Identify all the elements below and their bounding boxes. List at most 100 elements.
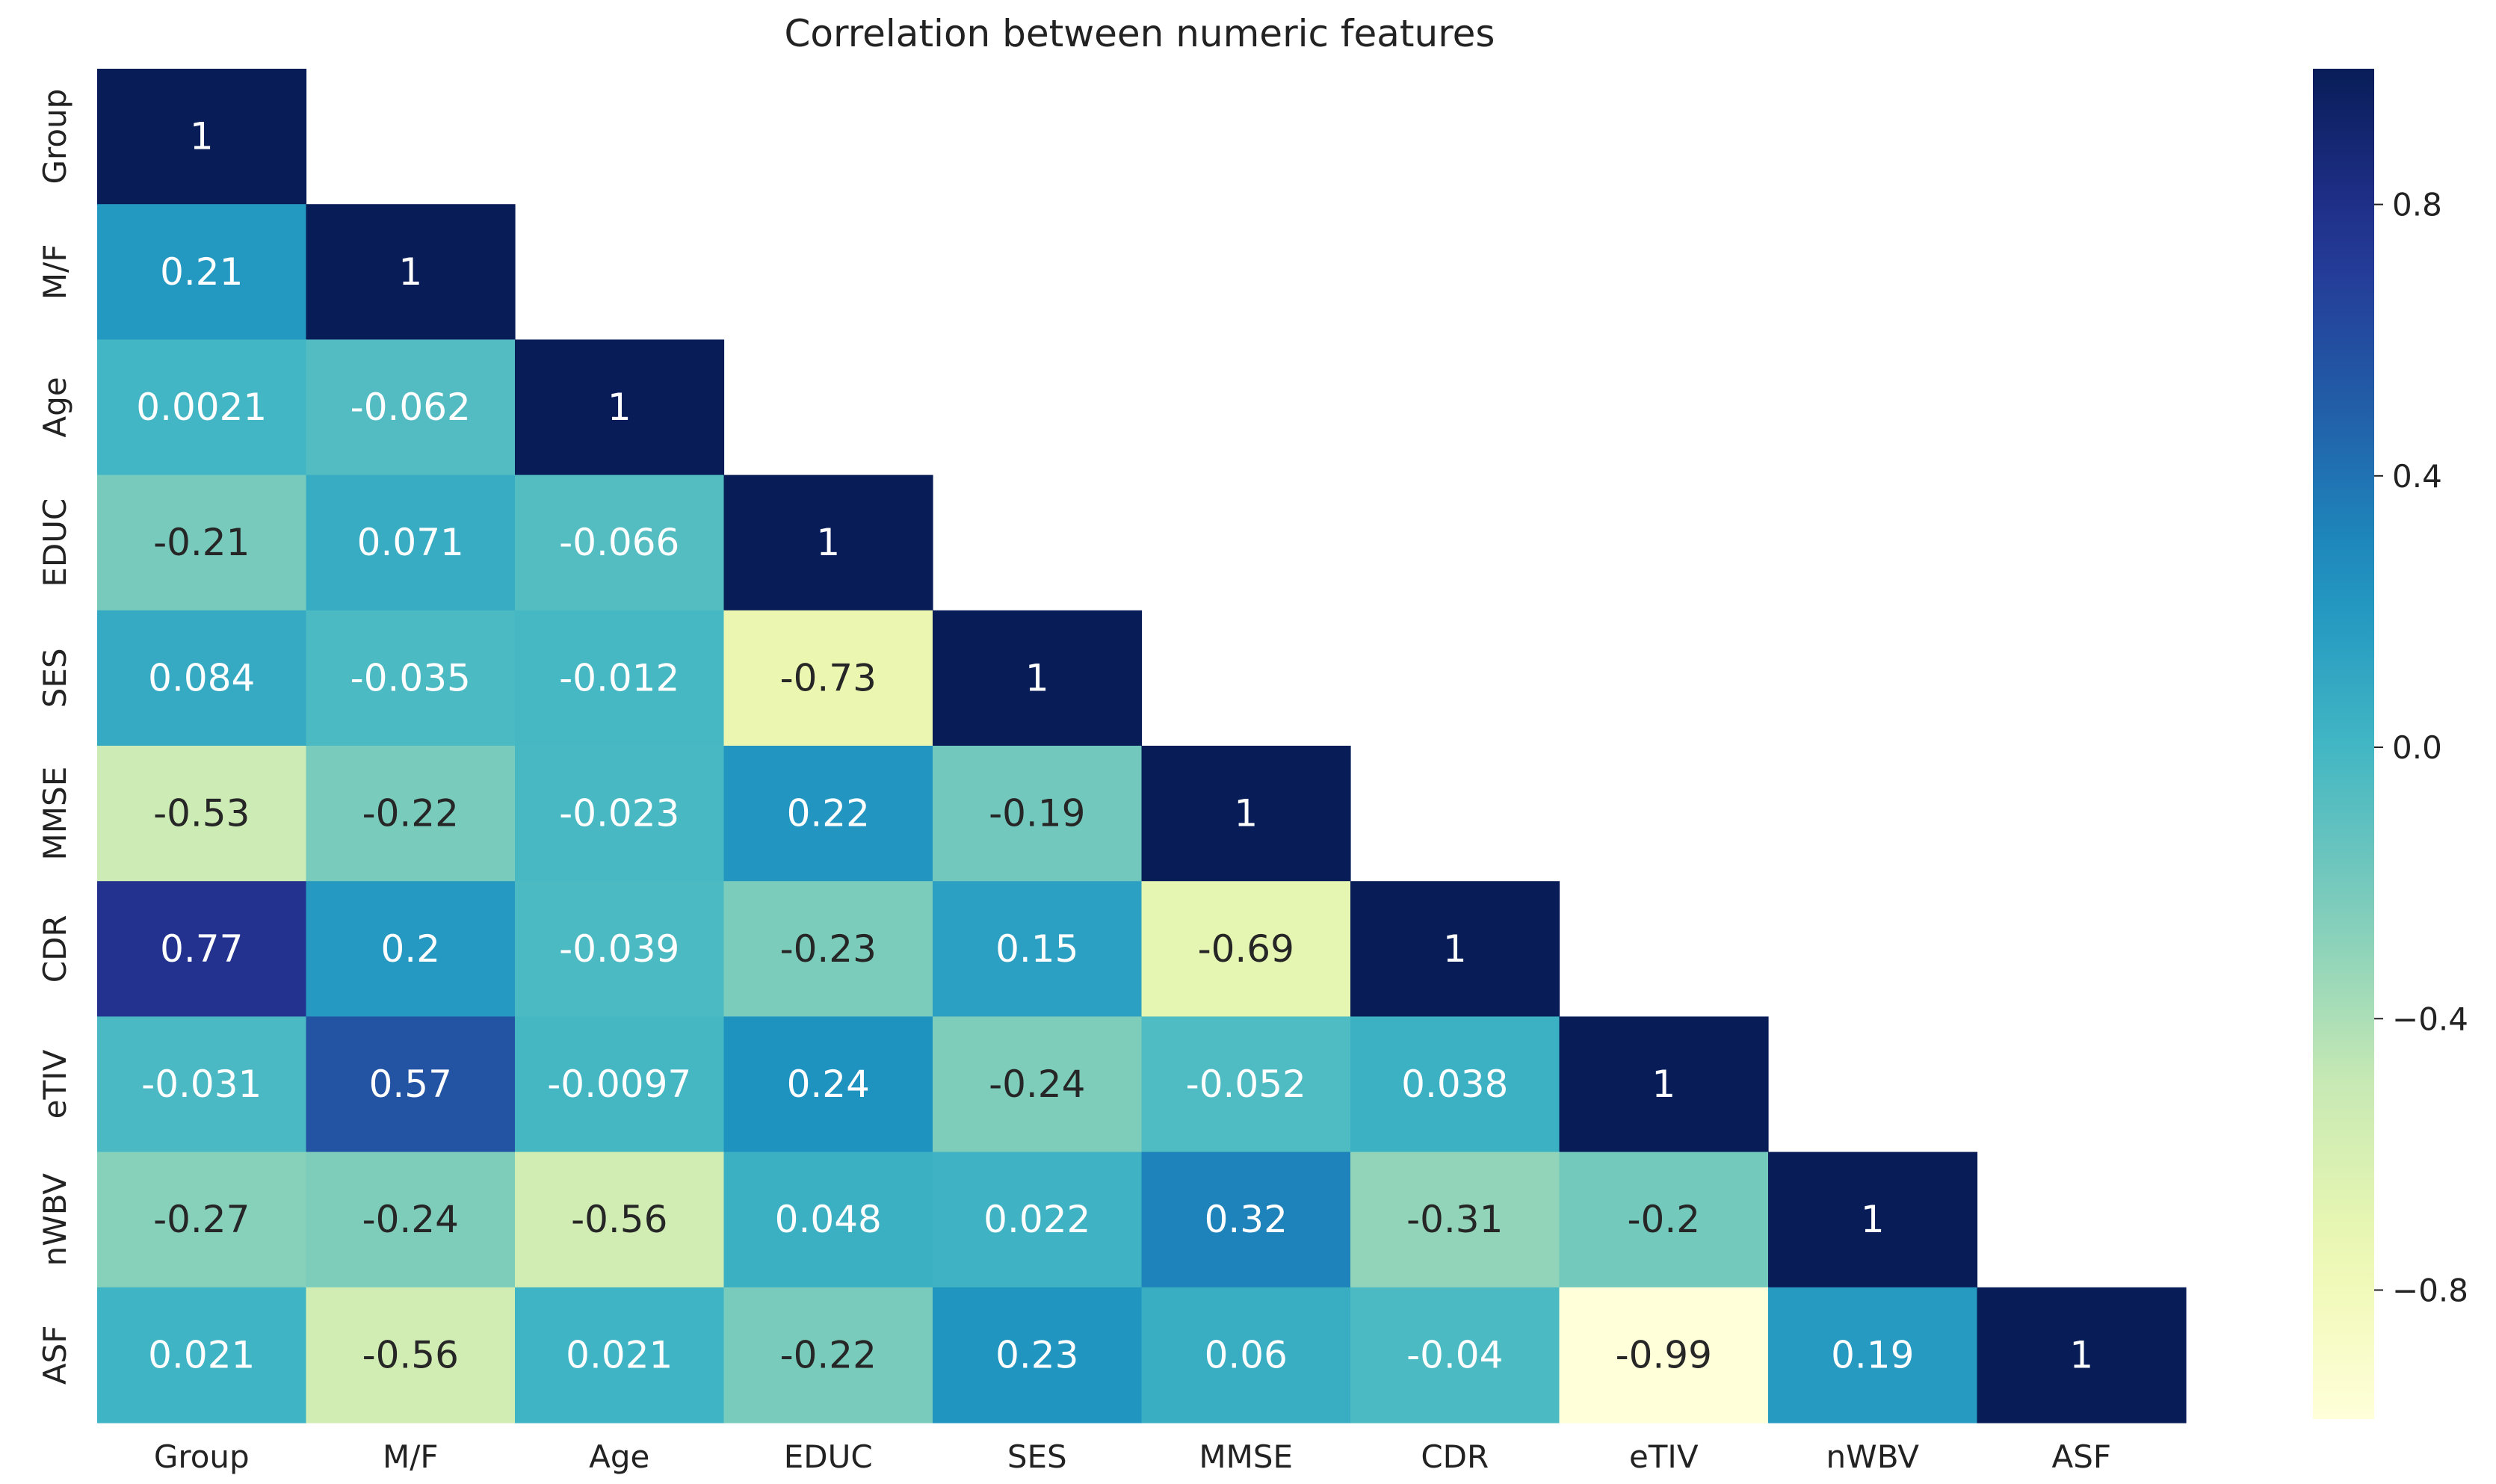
cell-value-label: -0.99 [1616, 1333, 1712, 1376]
x-tick-label: EDUC [784, 1438, 873, 1475]
heatmap-cell-ses-group [97, 610, 307, 746]
cell-value-label: 0.022 [983, 1198, 1090, 1241]
heatmap-cell-nwbv-mmse [1141, 1151, 1351, 1288]
cell-value-label: -0.21 [153, 521, 250, 564]
cell-value-label: 0.021 [566, 1333, 673, 1376]
heatmap-cell-age-age [515, 339, 725, 476]
heatmap-cell-ses-educ [723, 610, 933, 746]
x-tick-label: Group [154, 1438, 250, 1475]
heatmap-cell-mmse-group [97, 746, 307, 882]
heatmap-cell-educ-group [97, 474, 307, 611]
heatmap-cell-group-group [97, 69, 307, 205]
heatmap-cell-nwbv-mf [306, 1151, 516, 1288]
heatmap-cell-cdr-mf [306, 881, 516, 1017]
heatmap-cell-etiv-group [97, 1016, 307, 1153]
heatmap-cell-ses-mf [306, 610, 516, 746]
heatmap-cell-cdr-age [515, 881, 725, 1017]
colorbar [2313, 69, 2374, 1419]
x-tick-label: nWBV [1826, 1438, 1920, 1475]
heatmap-cell-asf-mf [306, 1287, 516, 1423]
cell-value-label: -0.27 [153, 1198, 250, 1241]
colorbar-tick-label: 0.4 [2392, 458, 2442, 495]
heatmap-cell-etiv-age [515, 1016, 725, 1153]
cell-value-label: 1 [1652, 1063, 1675, 1106]
cell-value-label: 1 [608, 386, 631, 429]
y-tick-label: eTIV [37, 1049, 73, 1119]
cell-value-label: 0.77 [160, 927, 243, 971]
heatmap-cell-etiv-etiv [1559, 1016, 1769, 1153]
colorbar-tick-label: −0.8 [2392, 1272, 2468, 1308]
colorbar-tick-label: 0.0 [2392, 729, 2442, 766]
heatmap-cell-cdr-mmse [1141, 881, 1351, 1017]
colorbar-ticks: 0.8 0.4 0.0 −0.4 −0.8 [2374, 187, 2468, 1308]
heatmap-cell-nwbv-ses [933, 1151, 1143, 1288]
cell-value-label: -0.23 [780, 927, 877, 971]
x-tick-label: CDR [1421, 1438, 1489, 1475]
heatmap-cell-asf-educ [723, 1287, 933, 1423]
cell-value-label: -0.24 [989, 1063, 1085, 1106]
cell-value-label: 1 [1861, 1198, 1885, 1241]
heatmap-cell-age-mf [306, 339, 516, 476]
cell-value-label: 0.2 [380, 927, 440, 971]
heatmap-cell-ses-age [515, 610, 725, 746]
x-tick-label: M/F [383, 1438, 439, 1475]
heatmap-cell-asf-ses [933, 1287, 1143, 1423]
heatmap-cell-asf-group [97, 1287, 307, 1423]
cell-value-label: -0.0097 [547, 1063, 691, 1106]
cell-value-label: 0.57 [369, 1063, 452, 1106]
y-tick-label: CDR [37, 915, 73, 983]
y-tick-label: nWBV [37, 1173, 73, 1267]
cell-value-label: 1 [1025, 656, 1049, 699]
heatmap-cell-nwbv-nwbv [1768, 1151, 1978, 1288]
heatmap-cell-etiv-mmse [1141, 1016, 1351, 1153]
cell-value-label: -0.22 [362, 792, 459, 835]
heatmap-cell-nwbv-age [515, 1151, 725, 1288]
heatmap-cell-ses-ses [933, 610, 1143, 746]
heatmap-cells: 10.21 10.0021 -0.062 1-0.21 0.071 -0.066 10.08… [97, 69, 2187, 1423]
heatmap-cell-mf-mf [306, 204, 516, 340]
cell-value-label: -0.73 [780, 656, 877, 699]
colorbar-tick-label: 0.8 [2392, 187, 2442, 223]
cell-value-label: -0.53 [153, 792, 250, 835]
cell-value-label: 0.038 [1401, 1063, 1508, 1106]
heatmap-cell-nwbv-group [97, 1151, 307, 1288]
y-tick-label: MMSE [37, 767, 73, 861]
heatmap-cell-cdr-group [97, 881, 307, 1017]
heatmap-cell-asf-cdr [1350, 1287, 1560, 1423]
cell-value-label: -0.066 [559, 521, 679, 564]
cell-value-label: 0.0021 [136, 386, 267, 429]
cell-value-label: 1 [1234, 792, 1258, 835]
x-axis-ticks: Group M/F Age EDUC SES MMSE CDR eTIV nWBV ASF [154, 1438, 2111, 1475]
cell-value-label: -0.69 [1198, 927, 1294, 971]
cell-value-label: -0.22 [780, 1333, 877, 1376]
cell-value-label: -0.039 [559, 927, 679, 971]
x-tick-label: eTIV [1629, 1438, 1699, 1475]
y-tick-label: Group [37, 89, 73, 185]
y-axis-ticks: Group M/F Age EDUC SES MMSE CDR eTIV nWBV ASF [37, 89, 73, 1385]
cell-value-label: -0.023 [559, 792, 679, 835]
y-tick-label: EDUC [37, 498, 73, 587]
heatmap-cell-asf-nwbv [1768, 1287, 1978, 1423]
cell-value-label: -0.035 [350, 656, 471, 699]
cell-value-label: 1 [398, 250, 422, 294]
cell-value-label: -0.062 [350, 386, 471, 429]
cell-value-label: 0.24 [787, 1063, 870, 1106]
cell-value-label: 0.048 [775, 1198, 882, 1241]
heatmap-cell-etiv-mf [306, 1016, 516, 1153]
chart-title: Correlation between numeric features [785, 12, 1495, 55]
cell-value-label: 0.19 [1831, 1333, 1914, 1376]
cell-value-label: -0.19 [989, 792, 1085, 835]
heatmap-cell-mmse-mmse [1141, 746, 1351, 882]
cell-value-label: -0.031 [141, 1063, 262, 1106]
cell-value-label: -0.2 [1627, 1198, 1700, 1241]
heatmap-cell-cdr-educ [723, 881, 933, 1017]
cell-value-label: 0.23 [995, 1333, 1078, 1376]
cell-value-label: 1 [190, 115, 214, 158]
heatmap-cell-educ-age [515, 474, 725, 611]
cell-value-label: 0.084 [148, 656, 255, 699]
heatmap-cell-cdr-cdr [1350, 881, 1560, 1017]
heatmap-cell-age-group [97, 339, 307, 476]
x-tick-label: MMSE [1199, 1438, 1293, 1475]
heatmap-cell-mmse-age [515, 746, 725, 882]
